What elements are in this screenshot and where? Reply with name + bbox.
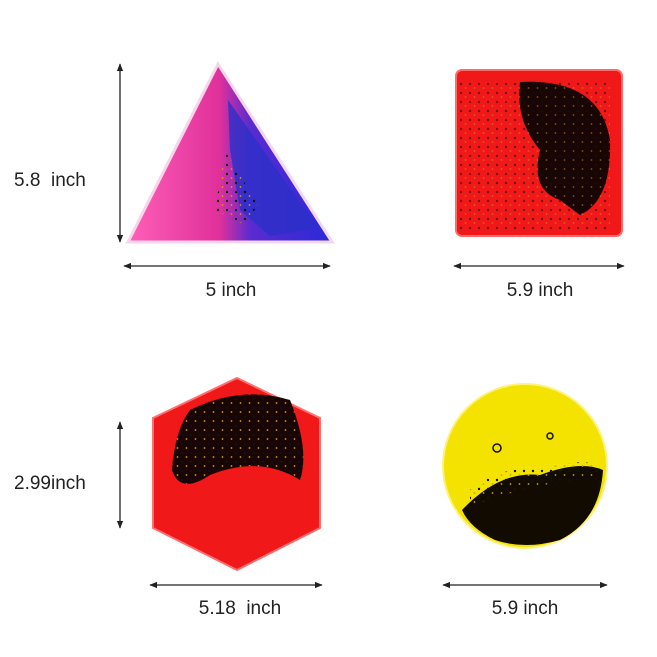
circle-item: 5.9 inch: [442, 383, 608, 619]
bubble: [546, 432, 554, 440]
height-label: 5.8 inch: [14, 170, 86, 191]
square-item: 5.9 inch: [453, 69, 625, 301]
triangle-item: 5.8 inch 5 inch: [14, 60, 335, 301]
width-label: 5 inch: [206, 280, 257, 301]
bubble: [492, 443, 502, 453]
glitter: [215, 150, 258, 225]
glitter: [172, 394, 304, 484]
width-label: 5.9 inch: [492, 598, 559, 619]
hexagon-item: 2.99inch 5.18 inch: [14, 376, 323, 619]
width-label: 5.18 inch: [199, 598, 281, 619]
glitter: [470, 462, 600, 505]
height-label: 2.99inch: [14, 473, 86, 494]
glitter: [460, 80, 610, 230]
width-label: 5.9 inch: [507, 280, 574, 301]
